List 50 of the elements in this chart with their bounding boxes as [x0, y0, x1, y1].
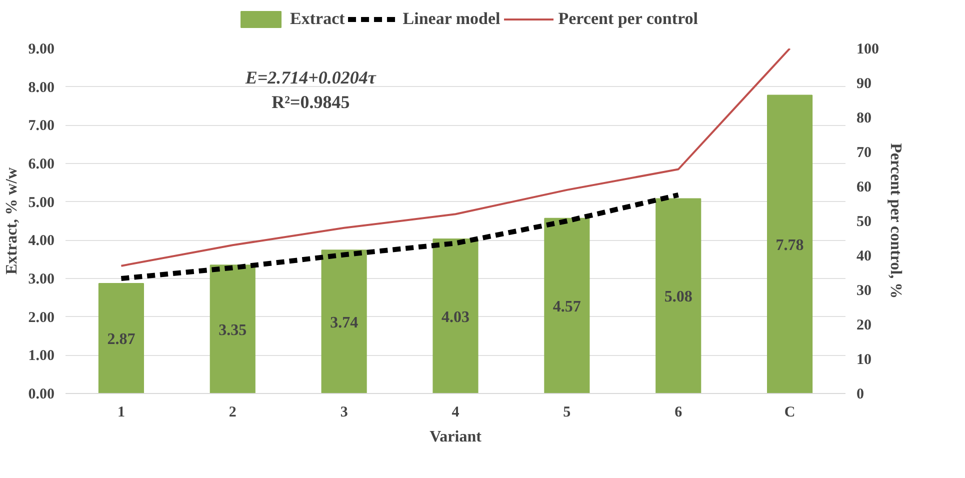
- x-tick-label: 4: [452, 404, 460, 420]
- y2-axis-title: Percent per control, %: [887, 143, 904, 299]
- x-tick-label: 3: [340, 404, 348, 420]
- x-tick-label: 2: [228, 404, 236, 420]
- data-label: 3.35: [218, 322, 247, 339]
- data-label: 4.57: [552, 298, 581, 316]
- bar: [98, 282, 144, 394]
- bar: [767, 94, 813, 394]
- legend-label: Extract: [290, 9, 345, 29]
- x-tick-label: 1: [117, 404, 125, 420]
- y-tick-label: 5.00: [28, 194, 54, 211]
- bar: [321, 250, 367, 394]
- y2-tick-label: 70: [856, 145, 872, 161]
- bar: [210, 264, 256, 394]
- x-tick-label: C: [784, 404, 796, 420]
- y-tick-label: 7.00: [28, 118, 54, 134]
- annotation: E=2.714+0.0204τ: [244, 67, 377, 88]
- y2-tick-label: 100: [856, 42, 879, 58]
- bar: [432, 238, 478, 394]
- y-tick-label: 0.00: [28, 386, 54, 402]
- y2-tick-label: 0: [856, 386, 864, 402]
- y2-tick-label: 30: [856, 283, 872, 299]
- x-tick-label: 6: [674, 404, 683, 420]
- data-label: 7.78: [776, 236, 804, 254]
- y-tick-label: 9.00: [28, 42, 54, 58]
- y-tick-label: 3.00: [28, 272, 54, 288]
- bar: [656, 198, 702, 394]
- y2-tick-label: 80: [856, 110, 872, 126]
- y2-tick-label: 10: [856, 352, 872, 368]
- data-label: 4.03: [442, 308, 470, 326]
- y-tick-label: 8.00: [28, 80, 54, 96]
- y2-tick-label: 40: [856, 248, 872, 264]
- legend-label: Percent per control: [558, 9, 698, 29]
- y-tick-label: 2.00: [28, 310, 54, 326]
- data-label: 5.08: [664, 288, 692, 306]
- y2-tick-label: 90: [856, 76, 872, 92]
- legend-label: Linear model: [402, 9, 500, 29]
- data-label: 2.87: [107, 330, 136, 348]
- x-axis-title: Variant: [430, 428, 482, 446]
- y-tick-label: 4.00: [28, 233, 54, 250]
- y2-tick-label: 60: [856, 180, 872, 196]
- y-tick-label: 1.00: [28, 348, 54, 364]
- y2-tick-label: 50: [856, 214, 872, 230]
- y2-tick-label: 20: [856, 318, 872, 334]
- x-tick-label: 5: [563, 404, 571, 420]
- y-tick-label: 6.00: [28, 156, 54, 172]
- y-axis-title: Extract, % w/w: [3, 167, 20, 275]
- bar: [544, 218, 590, 394]
- data-label: 3.74: [330, 314, 358, 332]
- annotation: R²=0.9845: [272, 92, 350, 112]
